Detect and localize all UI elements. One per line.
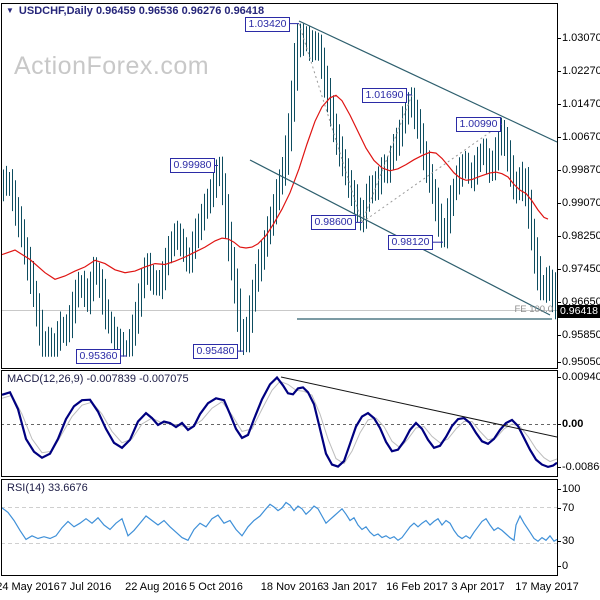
price-panel[interactable] — [1, 20, 557, 357]
date-axis-label: 18 Nov 2016 — [260, 581, 324, 593]
price-axis-label: 1.03070 — [562, 32, 600, 44]
macd-panel[interactable] — [1, 375, 557, 469]
macd-axis-label: -0.00866 — [562, 461, 600, 473]
macd-trendline[interactable] — [280, 376, 557, 438]
pivot-price-label[interactable]: 1.00990 — [456, 117, 501, 132]
price-axis-label: 0.98250 — [562, 230, 600, 242]
rsi-axis-label: 100 — [562, 483, 581, 495]
macd-panel-frame — [1, 370, 558, 477]
price-axis-label: 0.95050 — [562, 356, 600, 368]
pivot-price-label[interactable]: 0.98600 — [311, 215, 356, 230]
price-bars — [3, 23, 556, 357]
macd-main-line — [2, 375, 557, 469]
pivot-price-label[interactable]: 0.99980 — [170, 158, 215, 173]
rsi-panel[interactable] — [1, 501, 557, 544]
date-axis-label: 17 May 2017 — [515, 581, 579, 593]
pattern-dashed-line-3[interactable] — [361, 123, 503, 223]
rsi-axis-label: 70 — [562, 502, 575, 514]
rsi-line — [2, 501, 557, 542]
price-axis-label: 0.95850 — [562, 329, 600, 341]
price-axis-label: 0.96650 — [562, 296, 600, 308]
pivot-price-label[interactable]: 0.95360 — [76, 349, 121, 364]
rsi-panel-frame — [1, 479, 558, 576]
date-axis-label: 22 Aug 2016 — [125, 581, 187, 593]
date-axis-label: 3 Jan 2017 — [322, 581, 378, 593]
upper-falling-trendline[interactable] — [298, 20, 557, 143]
pivot-price-label[interactable]: 1.01690 — [362, 88, 407, 103]
date-axis-label: 3 Apr 2017 — [451, 581, 505, 593]
pivot-price-label[interactable]: 1.03420 — [245, 17, 290, 32]
symbol-marker-icon: ▼ — [6, 6, 14, 15]
rsi-axis-label: 0 — [562, 560, 569, 572]
current-price-tag: 0.96418 — [558, 305, 600, 318]
macd-signal-line — [2, 380, 557, 465]
fib-expansion-label: FE 100.0 — [514, 304, 553, 315]
macd-axis-label: 0.009402 — [562, 371, 600, 383]
price-axis-label: 0.97450 — [562, 263, 600, 275]
rsi-indicator-label: RSI(14) 33.6676 — [7, 482, 88, 494]
date-axis-label: 16 Feb 2017 — [386, 581, 448, 593]
pivot-price-label[interactable]: 0.95480 — [193, 344, 238, 359]
price-axis-label: 0.99070 — [562, 197, 600, 209]
symbol-ohlc-text: USDCHF,Daily 0.96459 0.96536 0.96276 0.9… — [18, 5, 265, 17]
price-axis-label: 1.00670 — [562, 131, 600, 143]
watermark: ActionForex.com — [14, 52, 210, 80]
macd-axis-label: 0.00 — [562, 418, 584, 430]
macd-indicator-label: MACD(12,26,9) -0.007839 -0.007075 — [7, 373, 189, 385]
price-axis-label: 0.99870 — [562, 164, 600, 176]
date-axis-label: 7 Jul 2016 — [60, 581, 112, 593]
main-panel-frame — [1, 3, 558, 369]
pivot-price-label[interactable]: 0.98120 — [388, 235, 433, 250]
moving-average-line — [2, 94, 549, 280]
date-axis-label: 24 May 2016 — [0, 581, 60, 593]
date-axis-label: 5 Oct 2016 — [189, 581, 243, 593]
price-axis-label: 1.02270 — [562, 65, 600, 77]
pattern-dashed-line-1[interactable] — [298, 23, 363, 223]
symbol-ohlc-header: ▼ USDCHF,Daily 0.96459 0.96536 0.96276 0.… — [6, 5, 264, 17]
rsi-axis-label: 30 — [562, 535, 575, 547]
price-axis-label: 1.01470 — [562, 98, 600, 110]
